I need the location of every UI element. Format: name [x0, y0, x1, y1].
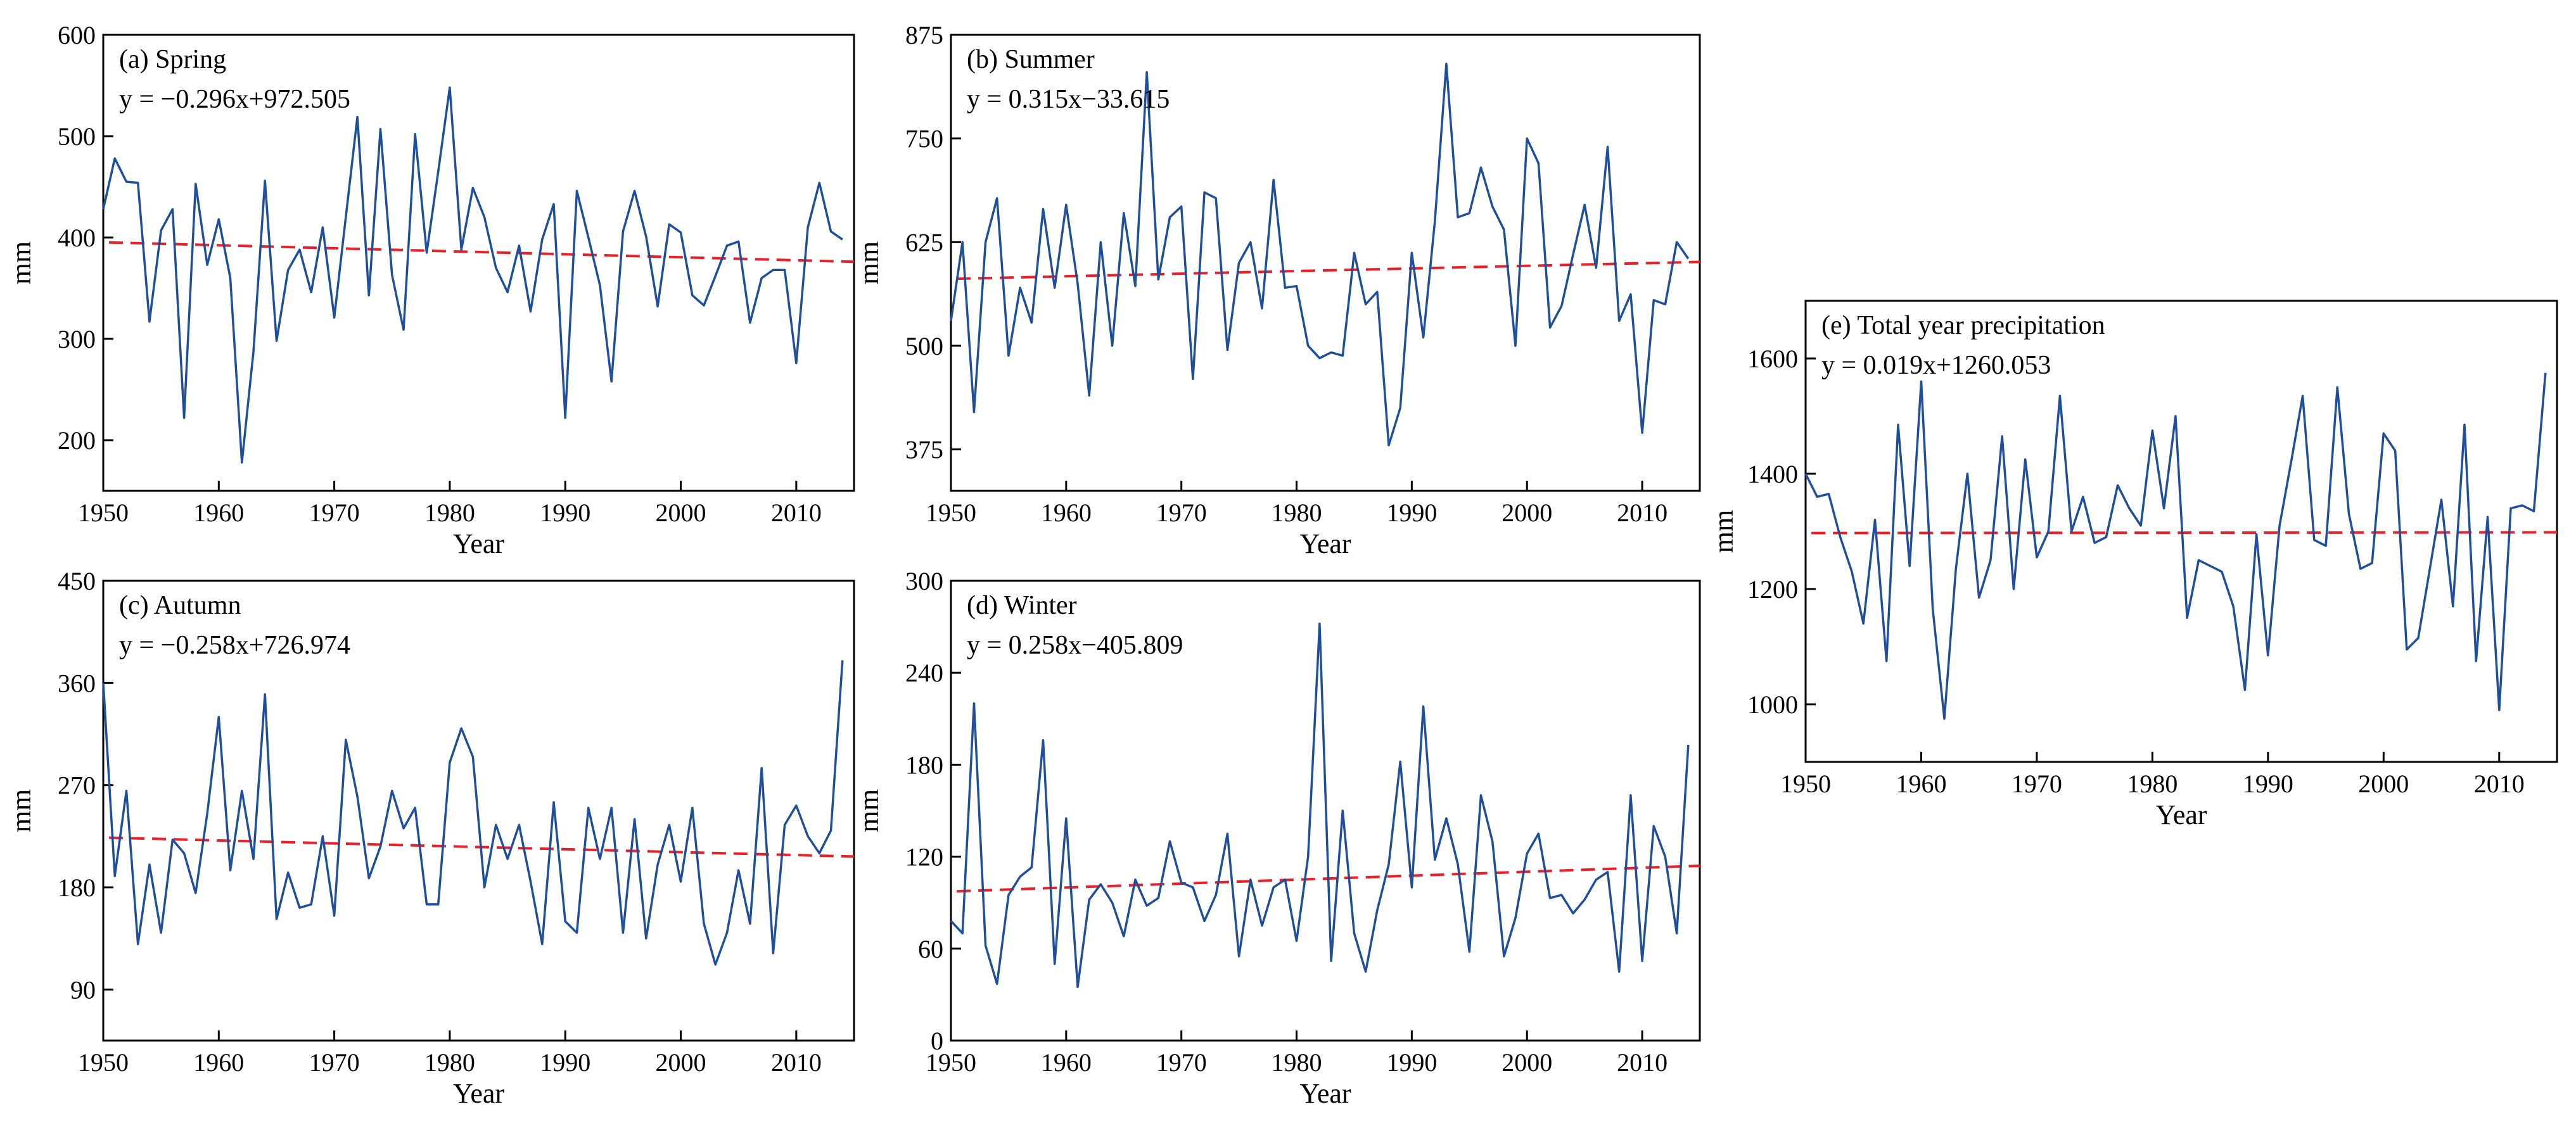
y-tick-label: 180 — [905, 751, 943, 779]
x-tick-label: 2000 — [656, 498, 706, 527]
trend-equation: y = 0.258x−405.809 — [967, 631, 1183, 660]
x-tick-label: 1990 — [1386, 498, 1437, 527]
trend-line — [957, 260, 1700, 281]
y-tick-label: 500 — [905, 332, 943, 360]
series-line — [950, 63, 1690, 447]
x-tick-label: 1950 — [926, 1048, 976, 1077]
y-tick-label: 750 — [905, 125, 943, 153]
y-tick-label: 1400 — [1747, 460, 1798, 488]
x-tick-label: 2010 — [2474, 770, 2525, 798]
trend-equation: y = −0.296x+972.505 — [119, 85, 350, 114]
panel-title: (b) Summer — [967, 45, 1095, 74]
panel-title: (c) Autumn — [119, 591, 241, 620]
x-axis-label: Year — [1299, 528, 1351, 559]
y-axis-label: mm — [853, 241, 884, 284]
trend-equation: y = 0.315x−33.615 — [967, 85, 1170, 114]
y-tick-label: 625 — [905, 228, 943, 257]
x-tick-label: 1980 — [1272, 1048, 1322, 1077]
y-tick-label: 875 — [905, 21, 943, 49]
chart-panel-1: 1950 1960 1970 1980 1990 2000 2010 200 300 400 500… — [6, 21, 855, 559]
y-tick-label: 360 — [58, 669, 96, 697]
x-tick-label: 1970 — [309, 498, 360, 527]
x-tick-label: 2010 — [1617, 498, 1667, 527]
y-tick-label: 200 — [58, 426, 96, 455]
x-tick-label: 1980 — [2127, 770, 2177, 798]
x-tick-label: 2010 — [771, 498, 822, 527]
panel-title: (e) Total year precipitation — [1821, 311, 2105, 340]
x-tick-label: 1960 — [1896, 770, 1946, 798]
y-tick-label: 1200 — [1747, 575, 1798, 604]
x-tick-label: 1980 — [424, 1048, 475, 1077]
x-tick-label: 1980 — [424, 498, 475, 527]
y-tick-label: 240 — [905, 659, 943, 687]
panel-title: (d) Winter — [967, 591, 1077, 620]
trend-equation: y = −0.258x+726.974 — [119, 631, 350, 660]
x-tick-label: 1960 — [1041, 1048, 1092, 1077]
y-tick-label: 450 — [58, 567, 96, 595]
x-tick-label: 1990 — [540, 498, 590, 527]
chart-panel-4: 1950 1960 1970 1980 1990 2000 2010 0 60 120 180 240… — [853, 567, 1701, 1109]
x-tick-label: 1970 — [1156, 1048, 1207, 1077]
chart-panel-3: 1950 1960 1970 1980 1990 2000 2010 90 180 270 360 4… — [6, 567, 855, 1109]
trend-equation: y = 0.019x+1260.053 — [1821, 351, 2051, 380]
x-tick-label: 1990 — [1386, 1048, 1437, 1077]
y-tick-label: 375 — [905, 436, 943, 464]
plot-frame — [102, 34, 855, 492]
plot-frame — [1804, 300, 2558, 763]
x-tick-label: 2000 — [1502, 498, 1552, 527]
trend-line — [109, 241, 855, 263]
x-tick-label: 2010 — [771, 1048, 822, 1077]
y-tick-label: 300 — [905, 567, 943, 595]
x-tick-label: 2000 — [656, 1048, 706, 1077]
x-tick-label: 1960 — [193, 1048, 244, 1077]
y-axis-label: mm — [6, 241, 37, 284]
chart-panel-2: 1950 1960 1970 1980 1990 2000 2010 375 500 625 750… — [853, 21, 1701, 559]
x-tick-label: 1990 — [540, 1048, 590, 1077]
x-tick-label: 1960 — [193, 498, 244, 527]
x-tick-label: 1950 — [78, 1048, 129, 1077]
x-tick-label: 1950 — [78, 498, 129, 527]
y-tick-label: 90 — [70, 975, 96, 1004]
x-tick-label: 1990 — [2243, 770, 2293, 798]
y-tick-label: 300 — [58, 325, 96, 353]
series-line — [102, 86, 843, 464]
series-line — [102, 660, 844, 966]
y-axis-label: mm — [1708, 510, 1739, 553]
plot-frame — [102, 580, 855, 1042]
x-tick-label: 1970 — [2012, 770, 2062, 798]
y-tick-label: 1000 — [1747, 690, 1798, 719]
y-tick-label: 180 — [58, 873, 96, 902]
chart-panel-5: 1950 1960 1970 1980 1990 2000 2010 1000 1200 1400… — [1708, 300, 2558, 830]
x-tick-label: 2010 — [1617, 1048, 1667, 1077]
x-tick-label: 1950 — [926, 498, 976, 527]
y-tick-label: 270 — [58, 771, 96, 800]
series-line — [1804, 372, 2547, 720]
panel-title: (a) Spring — [119, 45, 226, 74]
y-tick-label: 60 — [918, 935, 943, 963]
y-axis-label: mm — [853, 789, 884, 832]
x-tick-label: 1960 — [1041, 498, 1092, 527]
y-tick-label: 400 — [58, 224, 96, 252]
x-tick-label: 1950 — [1780, 770, 1831, 798]
y-tick-label: 500 — [58, 122, 96, 151]
x-tick-label: 2000 — [1502, 1048, 1552, 1077]
y-tick-label: 1600 — [1747, 345, 1798, 373]
y-tick-label: 600 — [58, 21, 96, 49]
x-axis-label: Year — [1299, 1078, 1351, 1109]
x-axis-label: Year — [453, 528, 504, 559]
y-axis-label: mm — [6, 789, 37, 832]
y-tick-label: 0 — [931, 1027, 943, 1055]
x-axis-label: Year — [2155, 799, 2207, 830]
plot-frame — [950, 580, 1701, 1042]
x-tick-label: 1970 — [309, 1048, 360, 1077]
x-axis-label: Year — [453, 1078, 504, 1109]
x-tick-label: 2000 — [2358, 770, 2409, 798]
x-tick-label: 1970 — [1156, 498, 1207, 527]
x-tick-label: 1980 — [1272, 498, 1322, 527]
y-tick-label: 120 — [905, 843, 943, 871]
series-line — [950, 623, 1690, 989]
